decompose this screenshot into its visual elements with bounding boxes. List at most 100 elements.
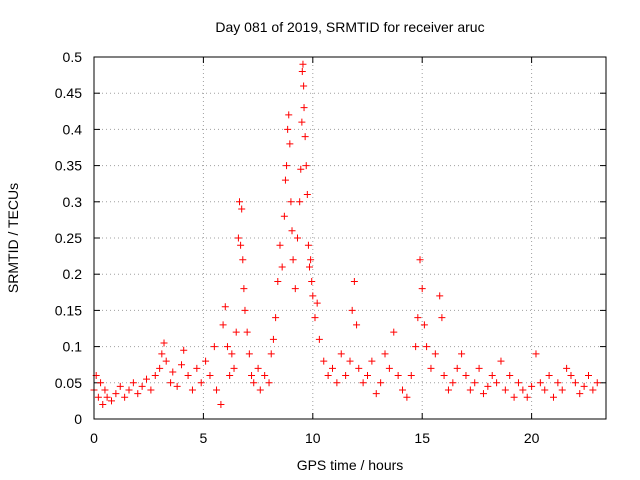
data-point (272, 314, 280, 322)
y-axis-label: SRMTID / TECUs (5, 183, 21, 293)
y-tick-label: 0.45 (55, 85, 82, 101)
x-tick-label: 5 (200, 430, 208, 446)
data-point (436, 292, 444, 300)
data-point (129, 379, 137, 387)
data-point (280, 212, 288, 220)
data-point (475, 364, 483, 372)
data-point (158, 350, 166, 358)
data-point (298, 118, 306, 126)
data-point (143, 375, 151, 383)
data-point (444, 386, 452, 394)
data-point (103, 393, 111, 401)
data-point (563, 364, 571, 372)
data-point (359, 379, 367, 387)
data-point (320, 357, 328, 365)
data-point (169, 368, 177, 376)
data-point (523, 393, 531, 401)
y-tick-label: 0 (74, 411, 82, 427)
data-point (134, 390, 142, 398)
data-point (342, 372, 350, 380)
x-axis-label: GPS time / hours (297, 457, 404, 473)
data-point (281, 176, 289, 184)
data-point (394, 372, 402, 380)
data-point (554, 379, 562, 387)
data-point (291, 285, 299, 293)
data-point (112, 390, 120, 398)
data-point (423, 343, 431, 351)
data-point (226, 372, 234, 380)
data-point (453, 364, 461, 372)
data-point (243, 328, 251, 336)
data-point (213, 386, 221, 394)
data-point (501, 386, 509, 394)
data-point (368, 357, 376, 365)
data-point (493, 379, 501, 387)
data-point (458, 350, 466, 358)
data-point (237, 241, 245, 249)
data-point (420, 321, 428, 329)
data-point (223, 343, 231, 351)
data-point (549, 393, 557, 401)
data-point (302, 162, 310, 170)
data-point (101, 386, 109, 394)
data-point (377, 379, 385, 387)
data-point (239, 256, 247, 264)
data-point (173, 382, 181, 390)
data-point (497, 357, 505, 365)
data-point (300, 104, 308, 112)
data-point (269, 335, 277, 343)
data-point (431, 350, 439, 358)
data-point (202, 357, 210, 365)
data-point (303, 191, 311, 199)
data-point (466, 386, 474, 394)
data-point (309, 292, 317, 300)
data-point (274, 277, 282, 285)
data-point (300, 82, 308, 90)
data-point (151, 372, 159, 380)
data-point (558, 386, 566, 394)
data-point (390, 328, 398, 336)
data-point (328, 364, 336, 372)
data-point (97, 379, 105, 387)
data-point (510, 393, 518, 401)
data-point (440, 372, 448, 380)
data-point (407, 372, 415, 380)
data-point (286, 140, 294, 148)
data-point (355, 364, 363, 372)
data-point (250, 379, 258, 387)
data-point (116, 382, 124, 390)
data-point (353, 321, 361, 329)
data-point (283, 162, 291, 170)
data-point (293, 234, 301, 242)
data-point (138, 382, 146, 390)
data-point (416, 256, 424, 264)
data-point (276, 241, 284, 249)
data-point (197, 379, 205, 387)
data-point (261, 372, 269, 380)
data-point (188, 386, 196, 394)
data-point (479, 390, 487, 398)
data-point (313, 299, 321, 307)
data-point (289, 256, 297, 264)
data-point (593, 379, 601, 387)
data-point (94, 393, 102, 401)
data-point (372, 390, 380, 398)
data-point (438, 314, 446, 322)
x-tick-label: 15 (414, 430, 430, 446)
data-point (297, 165, 305, 173)
data-point (488, 372, 496, 380)
data-point (385, 364, 393, 372)
data-point (232, 328, 240, 336)
data-point (121, 393, 129, 401)
data-point (348, 306, 356, 314)
data-point (584, 372, 592, 380)
y-tick-label: 0.2 (63, 266, 83, 282)
data-point (315, 335, 323, 343)
x-tick-label: 10 (305, 430, 321, 446)
data-point (571, 379, 579, 387)
data-point (230, 364, 238, 372)
data-point (471, 379, 479, 387)
data-point (462, 372, 470, 380)
data-point (288, 227, 296, 235)
